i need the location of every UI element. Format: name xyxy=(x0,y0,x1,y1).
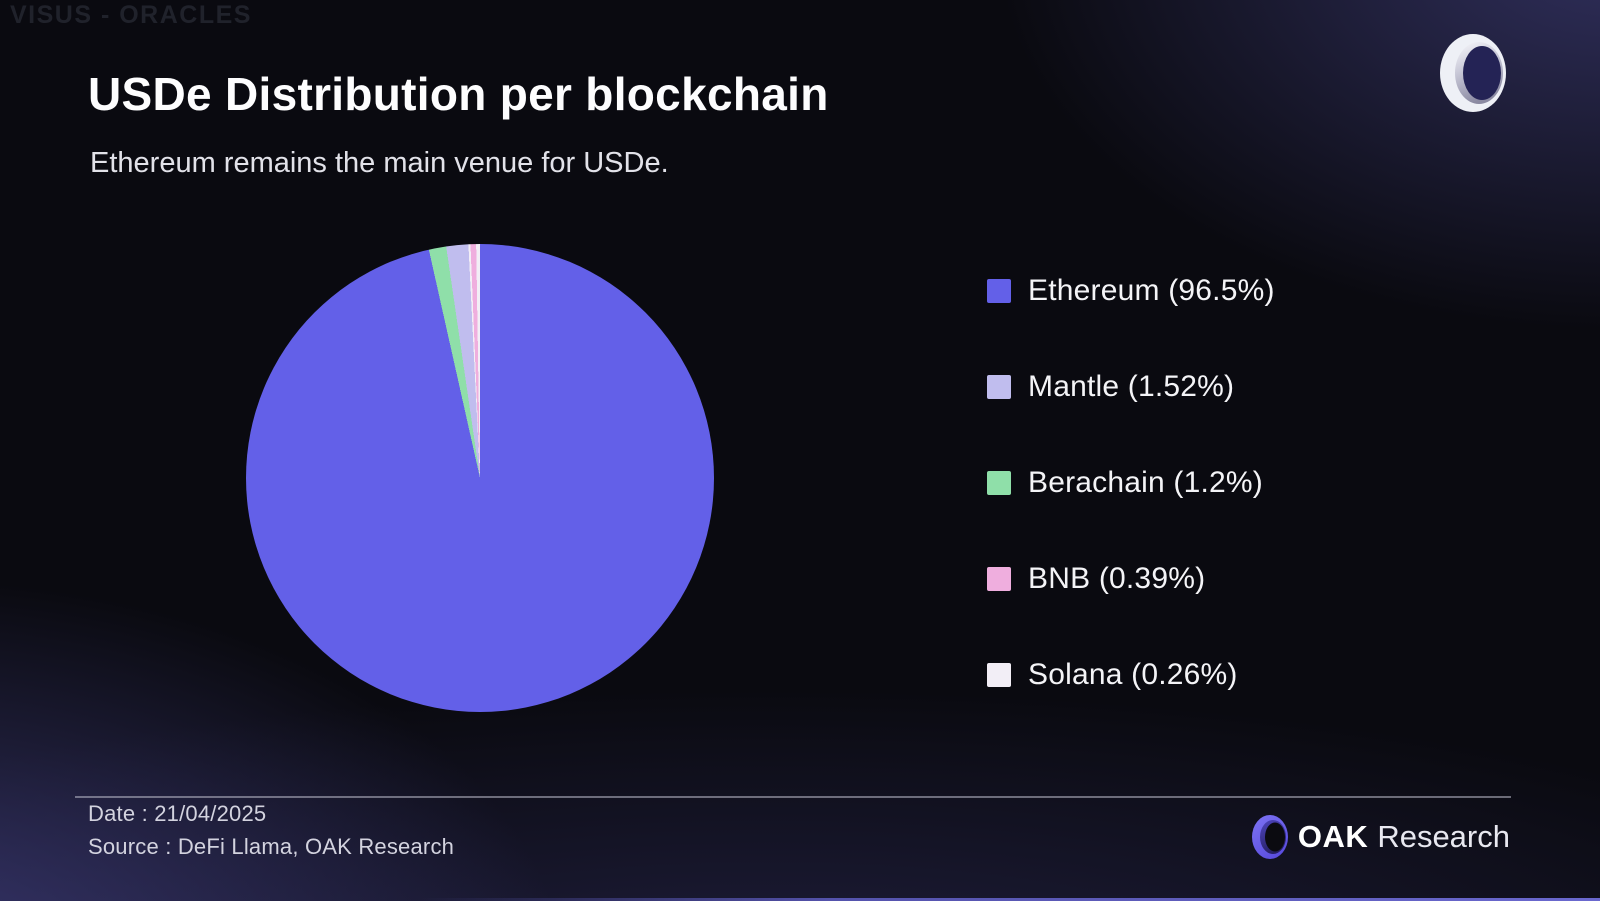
brand-name-bold: OAK xyxy=(1297,819,1369,854)
page-title: USDe Distribution per blockchain xyxy=(88,67,829,120)
legend-item: Solana (0.26%) xyxy=(987,658,1275,691)
brand-name-regular: Research xyxy=(1377,819,1510,854)
watermark-text: VISUS - ORACLES xyxy=(10,1,252,29)
bottom-glow-line xyxy=(420,898,1600,901)
legend-swatch xyxy=(987,279,1011,303)
pie-chart xyxy=(246,244,714,712)
legend-swatch xyxy=(987,663,1011,687)
oak-ring-logo-icon xyxy=(1440,34,1506,112)
legend-label: Solana (0.26%) xyxy=(1028,658,1238,691)
legend-item: Berachain (1.2%) xyxy=(987,466,1275,499)
date-label: Date : 21/04/2025 xyxy=(88,801,267,826)
oak-research-logo: OAK Research xyxy=(1251,806,1510,868)
oak-ring-icon xyxy=(1251,815,1288,859)
legend-swatch xyxy=(987,375,1011,399)
legend-label: Berachain (1.2%) xyxy=(1028,466,1263,499)
source-label: Source : DeFi Llama, OAK Research xyxy=(88,834,455,859)
legend-item: BNB (0.39%) xyxy=(987,562,1275,595)
legend-swatch xyxy=(987,471,1011,495)
legend-swatch xyxy=(987,567,1011,591)
legend-item: Ethereum (96.5%) xyxy=(987,274,1275,307)
footer-divider xyxy=(75,796,1511,798)
chart-legend: Ethereum (96.5%) Mantle (1.52%) Berachai… xyxy=(987,274,1275,691)
page-subtitle: Ethereum remains the main venue for USDe… xyxy=(90,147,669,179)
legend-label: BNB (0.39%) xyxy=(1028,562,1206,595)
legend-label: Mantle (1.52%) xyxy=(1028,370,1235,403)
legend-item: Mantle (1.52%) xyxy=(987,370,1275,403)
legend-label: Ethereum (96.5%) xyxy=(1028,274,1275,307)
